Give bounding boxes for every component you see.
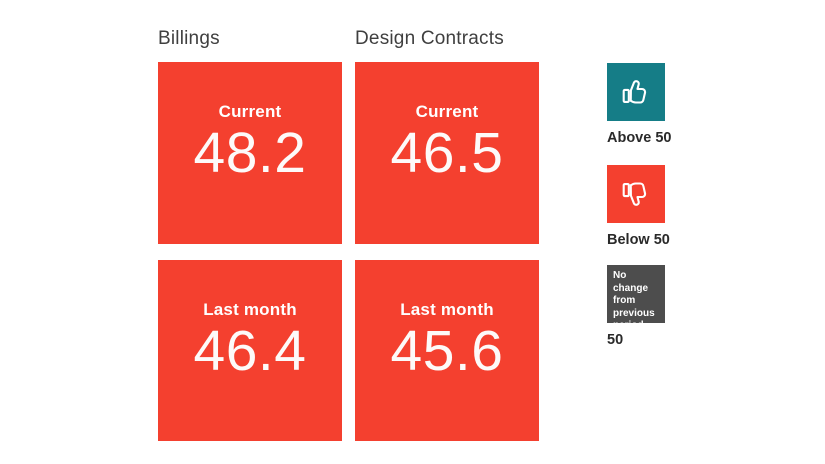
legend-item-no-change: No change from previous period 50: [607, 265, 669, 348]
no-change-box: No change from previous period: [607, 265, 665, 331]
card-value: 46.5: [390, 121, 504, 185]
card-value: 48.2: [193, 121, 307, 185]
thumbs-down-icon-box: [607, 165, 665, 223]
no-change-note: No change from previous period: [613, 270, 655, 331]
card-label: Last month: [400, 300, 494, 319]
card-billings-current: Current 48.2: [158, 62, 342, 244]
card-value: 45.6: [390, 319, 504, 383]
card-value: 46.4: [193, 319, 307, 383]
legend-item-above-50: Above 50: [607, 63, 672, 146]
legend-label: Above 50: [607, 130, 672, 146]
legend-item-below-50: Below 50: [607, 165, 670, 248]
thumbs-up-icon-box: [607, 63, 665, 121]
column-title-billings: Billings: [158, 28, 220, 49]
column-title-design-contracts: Design Contracts: [355, 28, 504, 49]
card-label: Current: [415, 102, 479, 121]
legend-label: Below 50: [607, 232, 670, 248]
card-design-contracts-last-month: Last month 45.6: [355, 260, 539, 441]
card-label: Current: [218, 102, 282, 121]
thumbs-down-icon: [622, 182, 647, 206]
card-label: Last month: [203, 300, 297, 319]
thumbs-up-icon: [622, 80, 647, 104]
card-billings-last-month: Last month 46.4: [158, 260, 342, 441]
card-design-contracts-current: Current 46.5: [355, 62, 539, 244]
legend-label: 50: [607, 332, 624, 348]
